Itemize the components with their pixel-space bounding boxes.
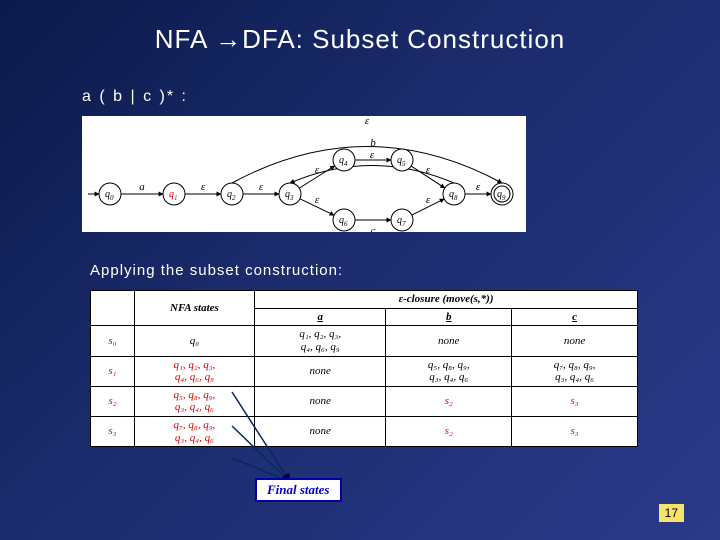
svg-text:ε: ε xyxy=(259,181,264,193)
regex-expression: a ( b | c )* : xyxy=(82,88,188,106)
svg-text:a: a xyxy=(139,181,145,193)
svg-text:ε: ε xyxy=(201,181,206,193)
nfa-diagram: aεεεεbcεεεεεq0q1q2q3q4q5q6q7q8q9 xyxy=(82,116,526,232)
svg-text:ε: ε xyxy=(370,149,375,161)
final-states-label: Final states xyxy=(255,478,342,502)
svg-text:ε: ε xyxy=(426,194,431,206)
svg-text:c: c xyxy=(371,225,376,232)
svg-text:ε: ε xyxy=(315,194,320,206)
svg-text:ε: ε xyxy=(365,116,370,127)
svg-text:ε: ε xyxy=(476,181,481,193)
subset-table: NFA statesε-closure (move(s,*))abcs₀q₀q₁… xyxy=(90,290,638,447)
slide-title: NFA →DFA: Subset Construction xyxy=(0,0,720,55)
svg-text:b: b xyxy=(370,137,376,149)
page-number: 17 xyxy=(659,504,684,522)
subtitle-text: Applying the subset construction: xyxy=(90,262,343,279)
